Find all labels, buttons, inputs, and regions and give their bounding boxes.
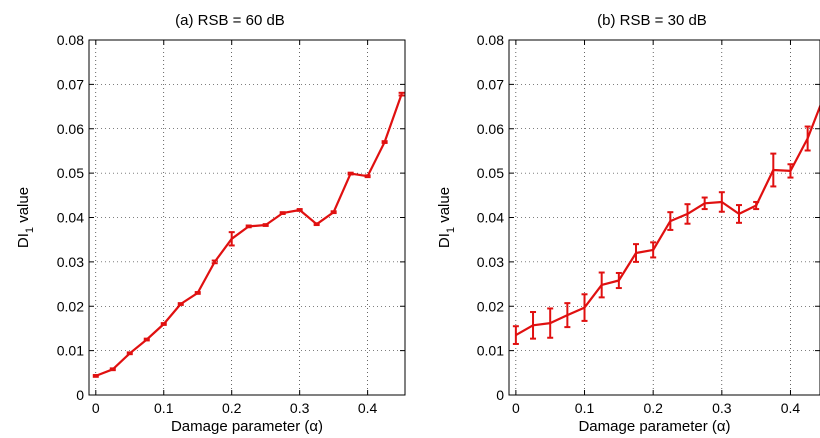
x-tick-label: 0.4 — [358, 400, 378, 416]
plot-area — [509, 39, 820, 396]
y-tick-label: 0.05 — [477, 165, 504, 181]
y-tick-label: 0.06 — [57, 121, 84, 137]
y-axis-title: DI1 value — [15, 187, 36, 248]
x-tick-label: 0.2 — [222, 400, 242, 416]
series-line — [95, 93, 403, 377]
y-tick-label: 0.06 — [477, 121, 504, 137]
series-line — [515, 103, 820, 337]
panel-b: 0 0.1 0.2 0.3 0.4 0 0.01 0.02 0.03 0.04 0.05 0.06 0.… — [436, 12, 820, 435]
x-tick-label: 0.4 — [781, 400, 801, 416]
y-tick-label: 0.07 — [57, 76, 84, 92]
x-tick-label: 0.3 — [290, 400, 310, 416]
x-tick-label: 0.1 — [154, 400, 174, 416]
panel-title: (a) RSB = 60 dB — [175, 12, 285, 29]
y-axis-title-rest: value — [436, 187, 453, 227]
x-tick-label: 0.1 — [575, 400, 595, 416]
y-tick-label: 0.04 — [477, 210, 504, 226]
y-axis-title-rest: value — [15, 187, 32, 227]
x-tick-label: 0 — [92, 400, 100, 416]
y-tick-label: 0 — [76, 387, 84, 403]
plot-area — [89, 39, 405, 396]
y-tick-label: 0.08 — [477, 32, 504, 48]
y-tick-label: 0.02 — [477, 298, 504, 314]
y-axis-title: DI1 value — [436, 187, 457, 248]
panel-a: 0 0.1 0.2 0.3 0.4 0 0.01 0.02 0.03 0.04 0.05 0.06 0.… — [15, 12, 406, 435]
y-axis-title-main: DI — [436, 233, 453, 248]
x-axis-title: Damage parameter (α) — [578, 418, 730, 435]
x-tick-label: 0.3 — [712, 400, 732, 416]
y-tick-label: 0.05 — [57, 165, 84, 181]
x-axis-title: Damage parameter (α) — [171, 418, 323, 435]
y-tick-label: 0.03 — [57, 254, 84, 270]
y-tick-label: 0.01 — [477, 343, 504, 359]
y-tick-label: 0.08 — [57, 32, 84, 48]
y-tick-label: 0 — [496, 387, 504, 403]
y-tick-label: 0.03 — [477, 254, 504, 270]
y-tick-label: 0.01 — [57, 343, 84, 359]
y-axis-title-subscript: 1 — [445, 227, 457, 233]
panel-title: (b) RSB = 30 dB — [597, 12, 707, 29]
y-axis-title-main: DI — [15, 233, 32, 248]
y-tick-label: 0.04 — [57, 210, 84, 226]
y-tick-label: 0.02 — [57, 298, 84, 314]
y-axis-title-subscript: 1 — [24, 227, 36, 233]
x-tick-label: 0 — [512, 400, 520, 416]
y-tick-label: 0.07 — [477, 76, 504, 92]
x-tick-label: 0.2 — [643, 400, 663, 416]
